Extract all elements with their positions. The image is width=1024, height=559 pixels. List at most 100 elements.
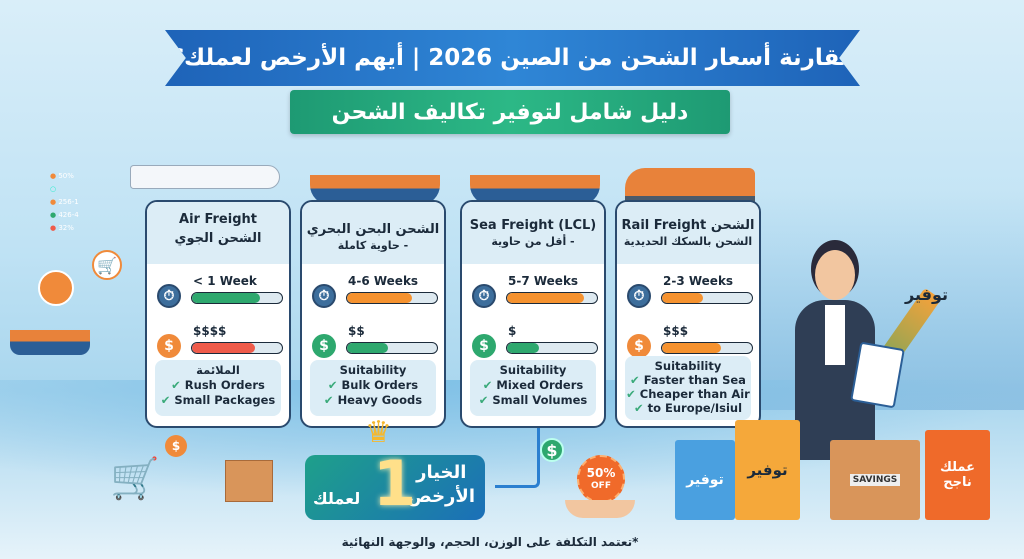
airplane-icon bbox=[130, 165, 280, 189]
time-bar bbox=[661, 292, 753, 304]
cost-row: $ $$$ bbox=[617, 314, 759, 364]
suitability-title: Suitability bbox=[499, 363, 567, 377]
page-title: مقارنة أسعار الشحن من الصين 2026 | أيهم … bbox=[165, 30, 860, 86]
card-title-en: Rail Freight الشحن bbox=[621, 218, 755, 233]
badge-line3: لعملك bbox=[313, 489, 361, 508]
suitability-item: ✔ Heavy Goods bbox=[323, 393, 423, 407]
suitability-item: ✔ Bulk Orders bbox=[327, 378, 419, 392]
suitability-title: Suitability bbox=[654, 359, 722, 373]
cost-bar bbox=[346, 342, 438, 354]
card-title-ar: الشحن الجوي bbox=[174, 231, 262, 246]
time-bar bbox=[346, 292, 438, 304]
transit-time-row: ⏱ 5-7 Weeks bbox=[462, 264, 604, 314]
badge-number: 1 bbox=[373, 447, 417, 520]
suitability-item: ✔ Small Packages bbox=[160, 393, 276, 407]
stat-item: ● 426-4 bbox=[50, 211, 79, 219]
dollar-icon: $ bbox=[627, 334, 651, 358]
card-title-en: Sea Freight (LCL) bbox=[469, 218, 597, 233]
small-ship-icon bbox=[10, 330, 90, 355]
page-subtitle: دليل شامل لتوفير تكاليف الشحن bbox=[290, 90, 730, 134]
coin-icon: $ bbox=[165, 435, 187, 457]
card-sea-freight-lcl: Sea Freight (LCL) - أقل من حاوية ⏱ 5-7 Wee… bbox=[460, 200, 606, 428]
dollar-coin-icon: $ bbox=[540, 438, 564, 462]
discount-sticker: 50% OFF bbox=[577, 455, 625, 503]
suitability-item: ✔ Faster than Sea bbox=[630, 373, 746, 387]
stopwatch-icon: ⏱ bbox=[157, 284, 181, 308]
cardboard-box: SAVINGS bbox=[830, 440, 920, 520]
cheapest-option-badge: الخيار الأرخص 1 لعملك bbox=[305, 447, 485, 520]
cost-bar-fill bbox=[347, 343, 388, 353]
cost-bar-fill bbox=[192, 343, 255, 353]
transit-time: 5-7 Weeks bbox=[508, 274, 579, 288]
box-icon bbox=[225, 460, 273, 502]
dollar-icon: $ bbox=[312, 334, 336, 358]
time-bar-fill bbox=[662, 293, 703, 303]
package-icon bbox=[38, 270, 74, 306]
cost-level: $$ bbox=[348, 324, 365, 338]
card-sea-freight-fcl: الشحن البحن البحري - حاوية كاملة ⏱ 4-6 Wee… bbox=[300, 200, 446, 428]
transit-time: 4-6 Weeks bbox=[348, 274, 419, 288]
badge-line1: الخيار bbox=[416, 462, 467, 483]
cost-bar-fill bbox=[507, 343, 539, 353]
suitability-box: Suitability ✔ Faster than Sea ✔ Cheaper than… bbox=[625, 356, 751, 420]
badge-line2: الأرخص bbox=[407, 486, 475, 507]
stopwatch-icon: ⏱ bbox=[627, 284, 651, 308]
transit-time-row: ⏱ 2-3 Weeks bbox=[617, 264, 759, 314]
shopping-cart-icon: 🛒 bbox=[110, 456, 160, 502]
time-bar-fill bbox=[192, 293, 260, 303]
time-bar-fill bbox=[507, 293, 584, 303]
cost-row: $ $ bbox=[462, 314, 604, 364]
shopping-bag: توفير bbox=[735, 420, 800, 520]
shopping-bag: توفير bbox=[675, 440, 735, 520]
suitability-item: ✔ Small Volumes bbox=[478, 393, 588, 407]
cart-icon: 🛒 bbox=[92, 250, 122, 280]
cost-bar bbox=[191, 342, 283, 354]
time-bar-fill bbox=[347, 293, 412, 303]
transit-time: 2-3 Weeks bbox=[663, 274, 734, 288]
suitability-box: Suitability ✔ Mixed Orders ✔ Small Volumes bbox=[470, 360, 596, 416]
stat-item: ● 50% bbox=[50, 172, 74, 180]
card-rail-freight: Rail Freight الشحن الشحن بالسكك الحديدية … bbox=[615, 200, 761, 428]
crown-icon: ♛ bbox=[365, 415, 392, 450]
cost-level: $$$$ bbox=[193, 324, 227, 338]
time-bar bbox=[506, 292, 598, 304]
cost-bar bbox=[661, 342, 753, 354]
stat-item: ● 256-1 bbox=[50, 198, 79, 206]
hand-icon bbox=[565, 500, 635, 518]
time-bar bbox=[191, 292, 283, 304]
cost-row: $ $$$$ bbox=[147, 314, 289, 364]
suitability-title: Suitability bbox=[339, 363, 407, 377]
stopwatch-icon: ⏱ bbox=[472, 284, 496, 308]
cost-bar bbox=[506, 342, 598, 354]
cost-level: $ bbox=[508, 324, 517, 338]
arrow-label: توفير bbox=[905, 285, 948, 304]
suitability-box: Suitability ✔ Bulk Orders ✔ Heavy Goods bbox=[310, 360, 436, 416]
dollar-icon: $ bbox=[157, 334, 181, 358]
dollar-icon: $ bbox=[472, 334, 496, 358]
card-title-en: Air Freight bbox=[179, 212, 257, 227]
suitability-title: الملائمة bbox=[196, 363, 240, 377]
transit-time: < 1 Week bbox=[193, 274, 257, 288]
suitability-item: ✔ Rush Orders bbox=[171, 378, 265, 392]
shopping-bag: عملك ناجح bbox=[925, 430, 990, 520]
suitability-item: ✔ Cheaper than Air bbox=[626, 387, 750, 401]
arrow-connector bbox=[495, 428, 540, 488]
stats-panel: ● 50% ○ ● 256-1 ● 426-4 ● 32% bbox=[50, 170, 79, 235]
cost-bar-fill bbox=[662, 343, 721, 353]
card-air-freight: Air Freight الشحن الجوي ⏱ < 1 Week $ $$$$ ا… bbox=[145, 200, 291, 428]
suitability-item: ✔ to Europe/Isiul bbox=[633, 401, 743, 415]
card-title-ar: الشحن البحن البحري bbox=[306, 222, 440, 237]
stat-item: ○ bbox=[50, 185, 57, 193]
cost-level: $$$ bbox=[663, 324, 689, 338]
suitability-box: الملائمة ✔ Rush Orders ✔ Small Packages bbox=[155, 360, 281, 416]
cost-row: $ $$ bbox=[302, 314, 444, 364]
footnote: *تعتمد التكلفة على الوزن، الحجم، والوجهة… bbox=[341, 535, 639, 549]
card-subtitle-ar: - أقل من حاوية bbox=[491, 235, 575, 248]
card-subtitle-ar: - حاوية كاملة bbox=[337, 239, 409, 252]
transit-time-row: ⏱ < 1 Week bbox=[147, 264, 289, 314]
transit-time-row: ⏱ 4-6 Weeks bbox=[302, 264, 444, 314]
stat-item: ● 32% bbox=[50, 224, 74, 232]
suitability-item: ✔ Mixed Orders bbox=[482, 378, 584, 392]
card-subtitle-ar: الشحن بالسكك الحديدية bbox=[623, 235, 753, 248]
stopwatch-icon: ⏱ bbox=[312, 284, 336, 308]
